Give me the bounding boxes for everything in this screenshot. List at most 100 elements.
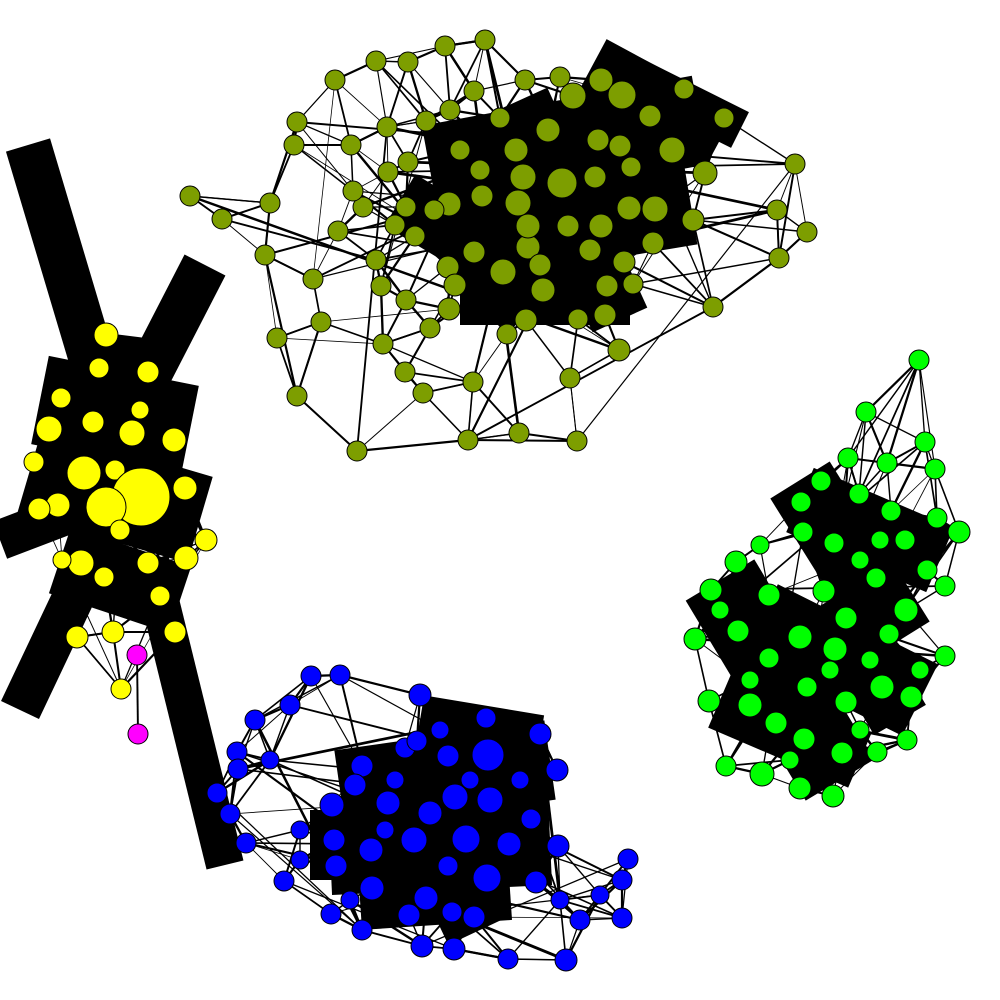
green-node [860,650,880,670]
graph-edge [296,121,354,192]
olive-node [702,296,724,318]
green-node [850,550,870,570]
graph-edge [236,751,372,851]
graph-edge [569,377,578,442]
graph-edge [264,254,278,339]
graph-edge [293,144,620,351]
blue-node [244,709,266,731]
olive-node [593,303,617,327]
green-node [894,529,916,551]
graph-edge [320,308,450,323]
green-node [870,530,890,550]
graph-edge [339,674,441,731]
yellow-node [27,497,51,521]
graph-edge [320,321,384,345]
blue-node [408,683,432,707]
green-node [924,458,946,480]
yellow-node [130,400,150,420]
graph-edge [473,916,623,919]
olive-node [692,160,718,186]
graph-edge [449,39,486,111]
graph-edge [652,242,714,308]
olive-node [515,213,541,239]
graph-edge [538,733,562,901]
yellow-node [172,475,198,501]
graph-edge [386,61,409,128]
green-node [715,755,737,777]
olive-node [514,69,536,91]
olive-node [443,273,467,297]
olive-node [384,214,406,236]
olive-node [504,189,532,217]
green-node [893,597,919,623]
olive-node [404,225,426,247]
graph-edge [404,371,474,383]
graph-edge [384,829,475,918]
yellow-node [110,678,132,700]
yellow-node [52,550,72,570]
green-node [757,583,781,607]
graph-edge [339,673,421,697]
olive-node [496,323,518,345]
yellow-node [149,585,171,607]
graph-edge [375,60,608,287]
graph-edge [621,94,714,308]
olive-node [310,311,332,333]
olive-node [514,308,538,332]
green-node [947,520,971,544]
graph-edge [473,218,694,254]
magenta-node [127,723,149,745]
yellow-node [101,620,125,644]
olive-node [566,430,588,452]
blue-node [496,831,522,857]
graph-edge [407,61,451,111]
blue-node [290,850,310,870]
green-node [792,521,814,543]
yellow-node [173,545,199,571]
blue-node [460,770,480,790]
olive-node [395,196,417,218]
graph-edge [112,529,121,633]
olive-node [612,250,636,274]
blue-node [520,808,542,830]
graph-edge [356,392,424,452]
graph-edge [354,754,489,786]
olive-node [415,110,437,132]
graph-edge [918,359,936,470]
graph-edge [334,79,352,146]
graph-edge [60,559,79,638]
graph-edge [844,577,878,703]
olive-node [588,213,614,239]
graph-edge [422,392,469,441]
olive-node [586,128,610,152]
yellow-node [88,357,110,379]
graph-edge [576,163,796,442]
blue-node [611,907,633,929]
yellow-node [93,566,115,588]
blue-node [413,885,439,911]
graph-edge [724,559,862,767]
graph-edge [356,439,469,452]
yellow-node [81,410,105,434]
blue-node [260,750,280,770]
blue-node [497,948,519,970]
olive-node [423,199,445,221]
olive-node [607,80,637,110]
blue-node [320,903,342,925]
olive-node [365,249,387,271]
graph-edge [451,779,521,913]
green-node [914,431,936,453]
graph-edge [761,531,804,775]
blue-node [611,869,633,891]
blue-node [219,803,241,825]
blue-node [510,770,530,790]
yellow-node [23,451,45,473]
blue-node [206,782,228,804]
graph-edge [889,441,927,512]
graph-edge [92,371,149,423]
green-node [934,575,956,597]
olive-node [681,208,705,232]
yellow-node [163,620,187,644]
yellow-node [118,419,146,447]
